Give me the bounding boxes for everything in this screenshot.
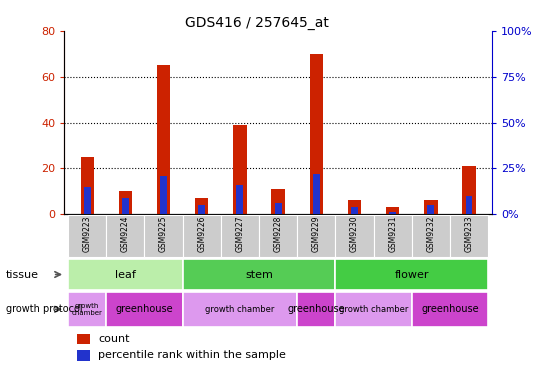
Text: tissue: tissue [6,269,39,280]
FancyBboxPatch shape [335,292,412,327]
Text: growth protocol: growth protocol [6,304,82,314]
Text: GSM9228: GSM9228 [273,216,283,252]
Bar [386,207,399,214]
FancyBboxPatch shape [68,259,183,290]
Text: greenhouse: greenhouse [116,304,173,314]
Bar [77,334,90,344]
FancyBboxPatch shape [68,215,106,257]
FancyBboxPatch shape [450,215,488,257]
Bar [313,174,320,214]
FancyBboxPatch shape [297,215,335,257]
Text: growth chamber: growth chamber [205,305,274,314]
Bar [462,166,476,214]
Bar [84,187,91,214]
Bar [122,198,129,214]
Bar [424,201,438,214]
Text: GSM9224: GSM9224 [121,216,130,253]
Bar [236,185,243,214]
Text: GSM9230: GSM9230 [350,216,359,253]
FancyBboxPatch shape [106,292,183,327]
FancyBboxPatch shape [183,215,221,257]
Bar [351,207,358,214]
Bar [466,196,472,214]
Title: GDS416 / 257645_at: GDS416 / 257645_at [185,16,329,30]
Bar [80,157,94,214]
Text: GSM9231: GSM9231 [388,216,397,253]
Text: percentile rank within the sample: percentile rank within the sample [98,350,286,361]
FancyBboxPatch shape [68,292,106,327]
FancyBboxPatch shape [373,215,412,257]
Text: greenhouse: greenhouse [421,304,479,314]
Bar [310,54,323,214]
Bar [348,201,361,214]
FancyBboxPatch shape [259,215,297,257]
Text: GSM9229: GSM9229 [312,216,321,253]
Text: stem: stem [245,269,273,280]
Bar [77,350,90,361]
FancyBboxPatch shape [412,292,488,327]
FancyBboxPatch shape [297,292,335,327]
Text: GSM9225: GSM9225 [159,216,168,253]
FancyBboxPatch shape [106,215,144,257]
FancyBboxPatch shape [412,215,450,257]
Bar [195,198,209,214]
Bar [274,203,282,214]
Text: GSM9226: GSM9226 [197,216,206,253]
Text: GSM9227: GSM9227 [235,216,244,253]
FancyBboxPatch shape [183,292,297,327]
FancyBboxPatch shape [335,215,373,257]
FancyBboxPatch shape [144,215,183,257]
FancyBboxPatch shape [335,259,488,290]
Text: leaf: leaf [115,269,136,280]
Bar [389,212,396,214]
Text: growth chamber: growth chamber [339,305,408,314]
Bar [272,189,285,214]
Text: greenhouse: greenhouse [287,304,345,314]
Bar [119,191,132,214]
Text: growth
chamber: growth chamber [72,303,103,316]
Bar [198,205,205,214]
Text: count: count [98,334,130,344]
Bar [157,66,170,214]
Text: flower: flower [395,269,429,280]
Bar [233,125,247,214]
Bar [428,205,434,214]
Text: GSM9223: GSM9223 [83,216,92,253]
Bar [160,176,167,214]
FancyBboxPatch shape [221,215,259,257]
Text: GSM9233: GSM9233 [465,216,473,253]
Text: GSM9232: GSM9232 [427,216,435,253]
FancyBboxPatch shape [183,259,335,290]
